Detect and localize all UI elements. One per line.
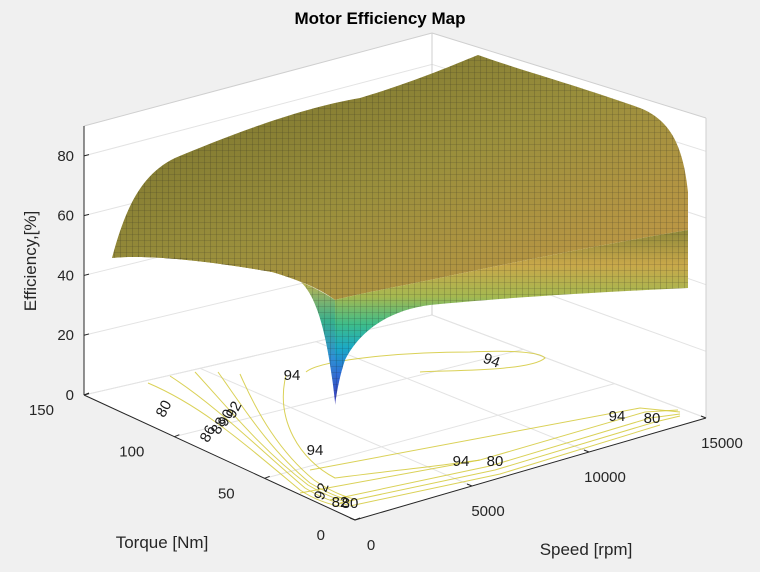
z-axis-label: Efficiency,[%] [21, 211, 40, 311]
contour-lines [147, 350, 681, 508]
x-tick-mark [349, 517, 356, 521]
z-tick-mark [83, 273, 90, 276]
x-tick-mark [466, 483, 473, 487]
tick-labels: 0 20 40 60 80 0 50 100 150 0 5000 10000 15000 [29, 148, 743, 554]
x-tick-label: 10000 [584, 469, 626, 486]
axis-ticks [83, 154, 707, 521]
z-tick-label: 40 [57, 267, 74, 284]
y-tick-label: 100 [119, 444, 144, 461]
x-tick-mark [700, 415, 707, 419]
z-tick-label: 60 [57, 208, 74, 225]
contour-label: 94 [481, 350, 502, 372]
contour-label: 94 [609, 408, 626, 425]
z-tick-label: 80 [57, 148, 74, 165]
y-tick-label: 150 [29, 402, 54, 419]
contour-label: 80 [644, 410, 661, 427]
contour-label: 86 [197, 423, 220, 446]
z-tick-label: 0 [66, 387, 74, 404]
contour-label: 82 [332, 494, 349, 511]
contour-label: 88 [208, 415, 231, 438]
y-tick-mark [354, 517, 361, 521]
contour-label: 90 [215, 407, 238, 430]
contour-label: 80 [487, 453, 504, 470]
x-tick-label: 15000 [701, 435, 743, 452]
contour-label: 80 [153, 398, 176, 421]
y-tick-mark [174, 434, 180, 438]
contour-label: 92 [311, 481, 333, 502]
y-tick-label: 50 [218, 485, 235, 502]
z-tick-mark [83, 333, 90, 336]
z-tick-label: 20 [57, 327, 74, 344]
axis-lines [83, 126, 707, 521]
x-tick-label: 5000 [471, 503, 504, 520]
z-tick-mark [83, 154, 90, 157]
contour-label: 92 [223, 399, 246, 422]
x-tick-mark [583, 449, 590, 453]
y-tick-label: 0 [317, 527, 325, 544]
x-tick-label: 0 [367, 537, 375, 554]
chart-title: Motor Efficiency Map [295, 9, 466, 28]
contour-label: 94 [453, 453, 470, 470]
floor-pane [84, 315, 706, 520]
y-tick-mark [83, 392, 90, 396]
x-axis-label: Speed [rpm] [540, 540, 633, 559]
efficiency-surface [112, 55, 688, 405]
y-tick-mark [264, 475, 270, 479]
y-axis-label: Torque [Nm] [116, 533, 209, 552]
z-tick-mark [83, 213, 90, 217]
contour-label: 94 [284, 367, 301, 384]
contour-label: 80 [342, 495, 359, 512]
contour-label: 94 [307, 442, 324, 459]
